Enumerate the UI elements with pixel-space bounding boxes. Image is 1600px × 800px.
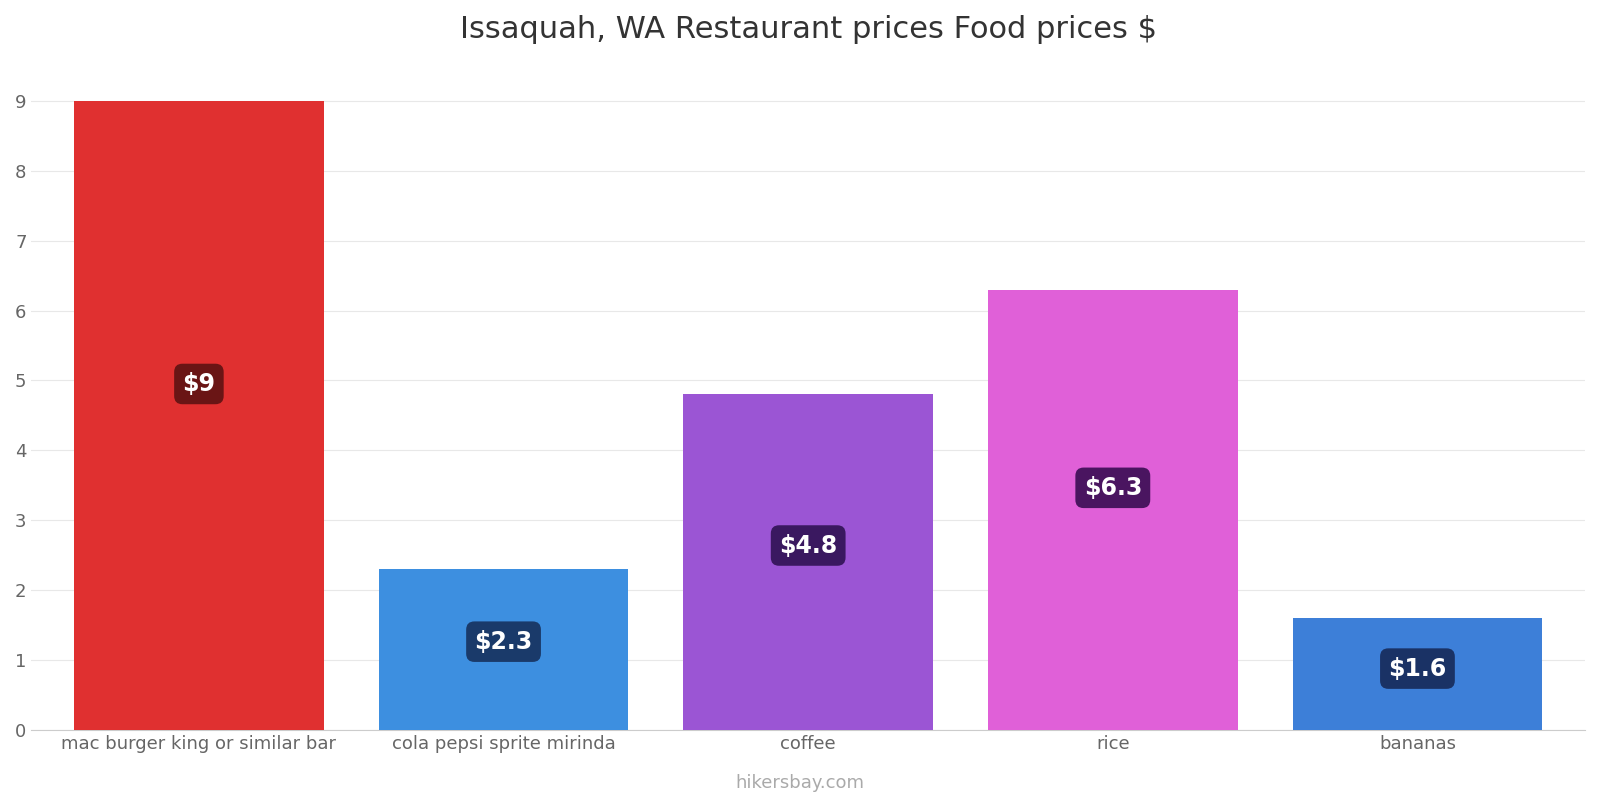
Text: $2.3: $2.3 (475, 630, 533, 654)
Bar (1293, 618, 1542, 730)
Text: $1.6: $1.6 (1389, 657, 1446, 681)
Bar (987, 290, 1238, 730)
Bar (74, 101, 323, 730)
Text: $4.8: $4.8 (779, 534, 837, 558)
Title: Issaquah, WA Restaurant prices Food prices $: Issaquah, WA Restaurant prices Food pric… (459, 15, 1157, 44)
Text: $6.3: $6.3 (1083, 476, 1142, 500)
Text: $9: $9 (182, 372, 216, 396)
Text: hikersbay.com: hikersbay.com (736, 774, 864, 792)
Bar (683, 394, 933, 730)
Bar (379, 570, 629, 730)
